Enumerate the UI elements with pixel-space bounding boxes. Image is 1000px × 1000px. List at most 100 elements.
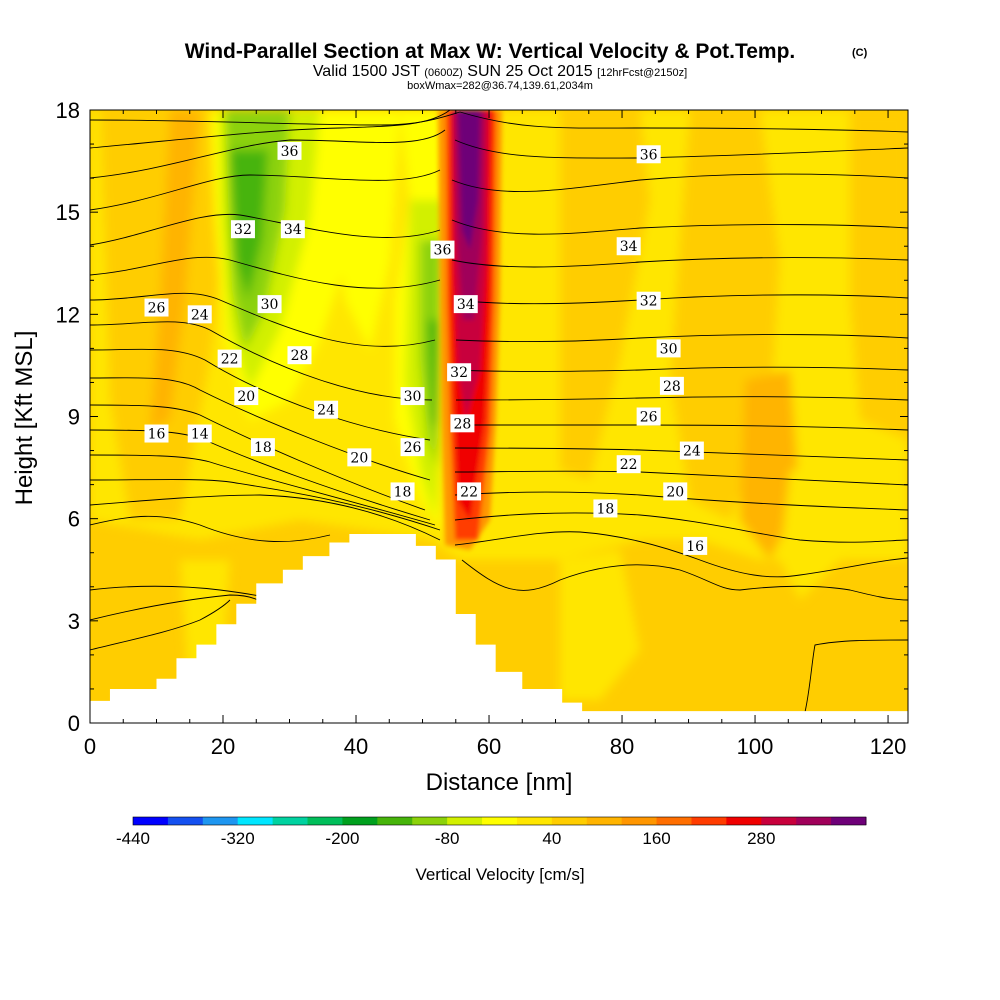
isentrope-label-bg bbox=[257, 295, 282, 314]
valid-time: Valid 1500 JST bbox=[313, 63, 421, 80]
isentrope-label-text: 24 bbox=[191, 307, 209, 323]
isentrope-label-bg bbox=[636, 291, 661, 310]
isentrope-line bbox=[90, 111, 461, 126]
isentrope-label-text: 34 bbox=[284, 222, 302, 238]
colorbar-tick-label: 160 bbox=[642, 829, 670, 848]
isentrope-line bbox=[90, 515, 331, 543]
isentrope-label: 22 bbox=[616, 455, 641, 474]
colorbar-swatch bbox=[482, 817, 518, 825]
isentrope-label: 30 bbox=[257, 295, 282, 314]
isentrope-label: 26 bbox=[400, 438, 425, 457]
colorbar-tick-label: 280 bbox=[747, 829, 775, 848]
isentrope-label: 18 bbox=[593, 499, 618, 518]
isentrope-label: 28 bbox=[287, 346, 312, 365]
isentrope-label-text: 32 bbox=[450, 365, 468, 381]
isentrope-label: 26 bbox=[144, 298, 169, 317]
isentrope-label: 18 bbox=[250, 438, 275, 457]
colorbar-label: Vertical Velocity [cm/s] bbox=[415, 865, 584, 884]
isentrope-line bbox=[451, 257, 908, 268]
isentrope-label: 32 bbox=[636, 291, 661, 310]
colorbar-swatch bbox=[516, 817, 553, 825]
isentrope-line bbox=[455, 334, 908, 343]
colorbar-tick-label: -80 bbox=[435, 829, 460, 848]
colorbar-tick-label: -200 bbox=[325, 829, 359, 848]
isentrope-label-text: 22 bbox=[620, 457, 638, 473]
isentrope-label: 28 bbox=[659, 376, 684, 395]
isentrope-line bbox=[454, 512, 908, 543]
terrain-mask bbox=[90, 533, 908, 723]
isentrope-label-text: 18 bbox=[394, 484, 412, 500]
isentrope-label: 28 bbox=[450, 414, 475, 433]
isentrope-label-bg bbox=[390, 482, 415, 501]
isentrope-label-text: 26 bbox=[404, 440, 422, 456]
field-orange-patch-d bbox=[850, 110, 908, 440]
y-tick-label: 12 bbox=[56, 302, 80, 327]
isentrope-label: 20 bbox=[347, 448, 372, 467]
isentrope-label: 36 bbox=[636, 145, 661, 164]
colorbar-swatch bbox=[237, 817, 274, 825]
colorbar-swatch bbox=[342, 817, 378, 825]
isentrope-line bbox=[90, 454, 436, 526]
isentrope-label: 34 bbox=[280, 220, 305, 239]
field-orange-patch-b bbox=[560, 110, 650, 480]
isentrope-label-bg bbox=[144, 424, 169, 443]
colorbar-swatch bbox=[796, 817, 832, 825]
isentrope-label-bg bbox=[457, 482, 482, 501]
y-axis-label: Height [Kft MSL] bbox=[11, 331, 38, 506]
isentrope-label-text: 36 bbox=[281, 144, 299, 160]
isentrope-label: 14 bbox=[187, 424, 212, 443]
y-tick-label: 18 bbox=[56, 98, 80, 123]
isentrope-line bbox=[90, 110, 451, 149]
colorbar-swatch bbox=[551, 817, 588, 825]
x-axis: 0 20 40 60 80 100 120 bbox=[84, 110, 907, 759]
isentrope-line bbox=[455, 396, 908, 401]
isentrope-label-text: 32 bbox=[234, 222, 252, 238]
colorbar-swatch bbox=[726, 817, 762, 825]
isentrope-label-text: 20 bbox=[666, 484, 684, 500]
isentrope-label-bg bbox=[659, 376, 684, 395]
isentrope-line bbox=[90, 256, 441, 289]
isentrope-label: 34 bbox=[453, 295, 478, 314]
isentrope-label-bg bbox=[217, 349, 242, 368]
x-tick-label: 0 bbox=[84, 734, 96, 759]
isentrope-label-bg bbox=[683, 536, 708, 555]
isentrope-label-bg bbox=[347, 448, 372, 467]
isentrope-label: 36 bbox=[277, 141, 302, 160]
isentrope-label-bg bbox=[453, 295, 478, 314]
isentrope-label: 30 bbox=[656, 339, 681, 358]
colorbar-swatch bbox=[621, 817, 658, 825]
isentrope-label-bg bbox=[450, 414, 475, 433]
isentrope-line bbox=[90, 599, 231, 651]
colorbar-swatch bbox=[202, 817, 239, 825]
isentrope-label-text: 16 bbox=[148, 427, 166, 443]
isentrope-label-bg bbox=[277, 141, 302, 160]
isentrope-label-bg bbox=[430, 240, 455, 259]
isentrope-label-bg bbox=[447, 363, 472, 382]
isentrope-label-text: 20 bbox=[237, 389, 255, 405]
isentrope-line bbox=[454, 447, 908, 461]
x-tick-label: 120 bbox=[870, 734, 907, 759]
isentrope-line bbox=[804, 639, 908, 713]
field-light-band-mid bbox=[330, 110, 400, 350]
isentrope-line bbox=[455, 366, 908, 372]
isentrope-label: 26 bbox=[636, 407, 661, 426]
isentrope-label-text: 14 bbox=[191, 427, 209, 443]
chart-title: Wind-Parallel Section at Max W: Vertical… bbox=[185, 40, 796, 63]
title-block: Wind-Parallel Section at Max W: Vertical… bbox=[185, 40, 868, 92]
colorbar-swatch bbox=[133, 817, 169, 825]
isentrope-label: 30 bbox=[400, 387, 425, 406]
isentrope-line bbox=[451, 219, 908, 235]
isentrope-label: 24 bbox=[314, 400, 339, 419]
isentrope-label-text: 30 bbox=[261, 297, 279, 313]
forecast-info: [12hrFcst@2150z] bbox=[597, 67, 687, 79]
isentrope-label: 20 bbox=[663, 482, 688, 501]
colorbar-swatch bbox=[831, 817, 867, 825]
isentrope-label-bg bbox=[400, 387, 425, 406]
isentrope-label-bg bbox=[679, 441, 704, 460]
isentrope-label-bg bbox=[663, 482, 688, 501]
isentrope-label-text: 18 bbox=[596, 501, 614, 517]
colorbar-tick-label: -320 bbox=[221, 829, 255, 848]
x-tick-label: 60 bbox=[477, 734, 501, 759]
isentrope-label: 24 bbox=[187, 305, 212, 324]
x-tick-label: 20 bbox=[211, 734, 235, 759]
